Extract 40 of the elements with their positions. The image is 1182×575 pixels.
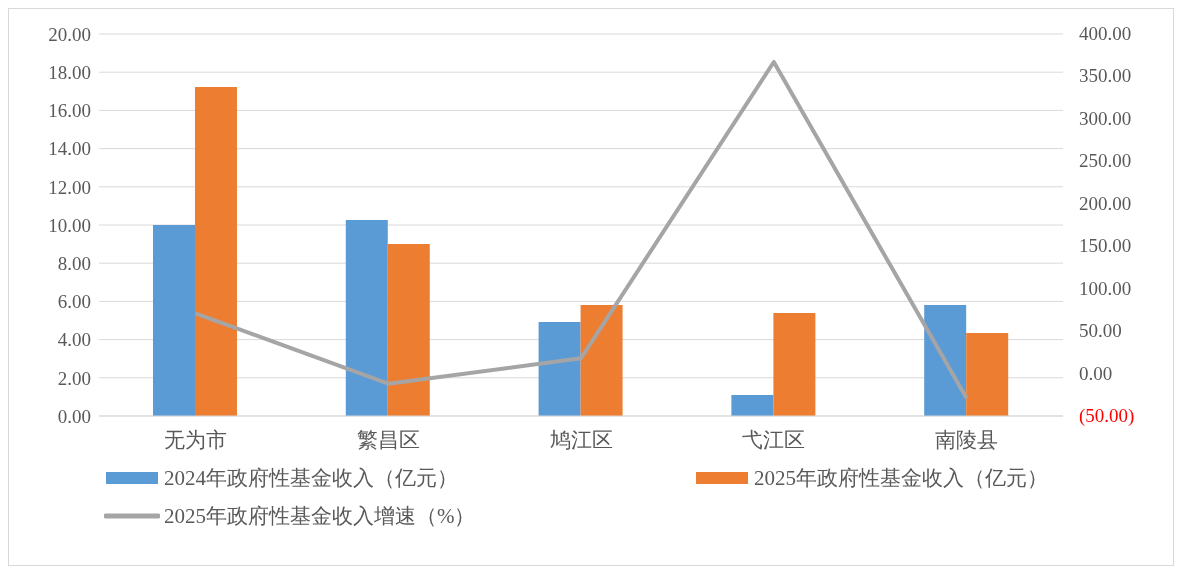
y2-tick-label: 100.00: [1079, 277, 1132, 299]
y2-tick-label: 300.00: [1079, 107, 1132, 129]
y2-tick-label: 150.00: [1079, 235, 1132, 257]
x-tick-label: 无为市: [163, 427, 227, 452]
x-tick-label: 鸠江区: [549, 427, 613, 452]
x-tick-label: 弋江区: [742, 427, 806, 452]
bar: [152, 225, 195, 416]
y-tick-label: 0.00: [57, 405, 91, 427]
bar: [966, 332, 1009, 416]
line-series: [193, 60, 969, 401]
legend-label: 2025年政府性基金收入增速（%）: [164, 503, 476, 530]
y2-tick-label: 350.00: [1079, 65, 1132, 87]
y-tick-label: 4.00: [57, 329, 91, 351]
bar: [773, 313, 816, 416]
legend-label: 2025年政府性基金收入（亿元）: [754, 465, 1048, 492]
y2-tick-label: (50.00): [1079, 405, 1135, 427]
legend-label: 2024年政府性基金收入（亿元）: [164, 465, 458, 492]
y2-tick-label: 200.00: [1079, 192, 1132, 214]
bar: [387, 244, 430, 416]
x-tick-label: 繁昌区: [356, 427, 420, 452]
y-tick-label: 12.00: [48, 176, 91, 198]
bar: [731, 394, 774, 416]
y2-tick-label: 400.00: [1079, 23, 1132, 44]
y2-tick-label: 250.00: [1079, 150, 1132, 172]
y-tick-label: 6.00: [57, 291, 91, 313]
bar: [345, 220, 388, 416]
bar: [538, 322, 581, 416]
y-tick-label: 20.00: [48, 23, 91, 45]
y-tick-label: 14.00: [48, 138, 91, 160]
bar: [194, 87, 237, 416]
y-tick-label: 16.00: [48, 100, 91, 122]
x-tick-label: 南陵县: [935, 427, 999, 452]
y-tick-label: 8.00: [57, 252, 91, 274]
bar: [580, 305, 623, 416]
bar: [924, 305, 967, 416]
y-tick-label: 2.00: [57, 367, 91, 389]
y-tick-label: 10.00: [48, 214, 91, 236]
y2-tick-label: 50.00: [1079, 320, 1122, 342]
y2-tick-label: 0.00: [1079, 362, 1113, 384]
y-tick-label: 18.00: [48, 61, 91, 83]
